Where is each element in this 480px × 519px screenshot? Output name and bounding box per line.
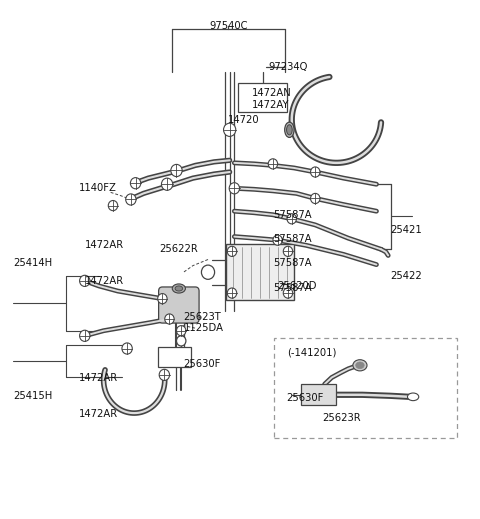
Circle shape <box>159 370 169 380</box>
Circle shape <box>122 343 132 354</box>
Circle shape <box>311 167 320 177</box>
Text: 14720: 14720 <box>228 115 260 125</box>
Text: 97540C: 97540C <box>209 21 248 31</box>
Circle shape <box>202 265 215 279</box>
Circle shape <box>157 294 167 304</box>
Circle shape <box>161 178 173 190</box>
Circle shape <box>273 235 282 245</box>
Circle shape <box>283 288 293 298</box>
Ellipse shape <box>285 122 294 138</box>
Text: (-141201): (-141201) <box>287 347 336 357</box>
Text: 25630F: 25630F <box>183 359 221 370</box>
Circle shape <box>311 194 320 203</box>
Circle shape <box>224 123 236 136</box>
Circle shape <box>287 214 297 224</box>
Ellipse shape <box>175 286 182 291</box>
Circle shape <box>80 330 90 342</box>
Text: 57587A: 57587A <box>273 258 312 268</box>
Circle shape <box>126 194 136 205</box>
Text: 25630F: 25630F <box>286 393 324 403</box>
Text: 25421: 25421 <box>391 225 422 235</box>
Text: 97234Q: 97234Q <box>268 62 308 72</box>
Text: 25414H: 25414H <box>13 258 52 268</box>
Circle shape <box>108 200 118 211</box>
Text: 1472AR: 1472AR <box>85 240 124 250</box>
Text: 1472AR: 1472AR <box>85 276 124 286</box>
FancyBboxPatch shape <box>157 347 191 367</box>
Circle shape <box>177 336 186 346</box>
Text: 1140FZ: 1140FZ <box>79 183 117 193</box>
Circle shape <box>80 275 90 286</box>
FancyBboxPatch shape <box>238 83 287 112</box>
Ellipse shape <box>356 362 364 368</box>
Circle shape <box>283 247 293 256</box>
Circle shape <box>171 165 182 176</box>
Circle shape <box>228 288 237 298</box>
Circle shape <box>165 314 174 324</box>
Text: 57587A: 57587A <box>273 210 312 220</box>
Circle shape <box>131 177 141 189</box>
Text: 25622R: 25622R <box>159 244 198 254</box>
Text: 25620D: 25620D <box>277 281 317 291</box>
Circle shape <box>268 159 277 169</box>
Ellipse shape <box>287 125 292 135</box>
FancyBboxPatch shape <box>158 287 199 323</box>
Text: 25623T: 25623T <box>183 312 221 322</box>
Text: 1125DA: 1125DA <box>183 323 224 333</box>
Text: 57587A: 57587A <box>273 283 312 293</box>
FancyBboxPatch shape <box>301 384 336 405</box>
Circle shape <box>229 183 240 194</box>
Circle shape <box>228 247 237 256</box>
Ellipse shape <box>172 284 185 293</box>
Circle shape <box>177 325 186 336</box>
Text: 25415H: 25415H <box>13 391 52 401</box>
FancyBboxPatch shape <box>274 338 457 438</box>
Ellipse shape <box>408 393 419 401</box>
Text: 25422: 25422 <box>391 271 422 281</box>
Text: 1472AR: 1472AR <box>79 408 118 419</box>
Text: 1472AN
1472AY: 1472AN 1472AY <box>252 88 291 110</box>
Text: 57587A: 57587A <box>273 234 312 244</box>
FancyBboxPatch shape <box>226 244 294 300</box>
Text: 25623R: 25623R <box>323 413 361 423</box>
Ellipse shape <box>353 360 367 371</box>
Text: 1472AR: 1472AR <box>79 373 118 383</box>
